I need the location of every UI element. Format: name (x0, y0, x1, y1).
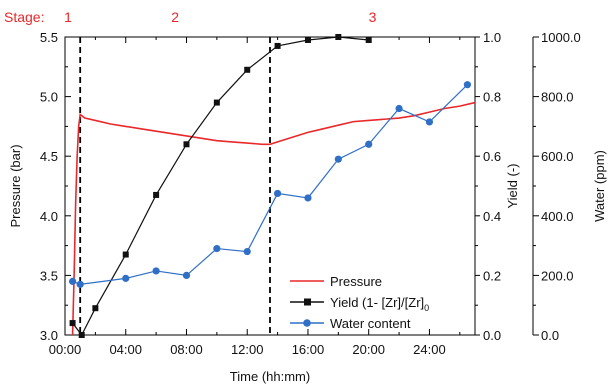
x-tick-label: 24:00 (413, 342, 446, 357)
data-point (76, 280, 84, 288)
x-tick-label: 00:00 (49, 342, 82, 357)
legend-label: Yield (1- [Zr]/[Zr]0 (330, 295, 429, 313)
y-left-tick-label: 5.5 (40, 30, 58, 45)
x-tick-label: 08:00 (170, 342, 203, 357)
y-left-tick-label: 4.5 (40, 149, 58, 164)
y-right1-tick-label: 0.6 (483, 149, 501, 164)
series-line (71, 101, 476, 336)
series-none (71, 101, 476, 336)
y-right2-tick-label: 600.0 (541, 149, 574, 164)
y-right2-tick-label: 800.0 (541, 90, 574, 105)
stage-label: Stage: (4, 9, 44, 25)
y-right1-tick-label: 0.4 (483, 209, 501, 224)
legend-label: Pressure (330, 274, 382, 289)
data-point (273, 189, 282, 198)
data-point (244, 66, 251, 73)
stage-number: 1 (64, 9, 72, 25)
data-point (152, 267, 160, 275)
data-point (335, 34, 342, 40)
y-right1-tick-label: 1.0 (483, 30, 501, 45)
data-point (78, 332, 85, 338)
data-point (68, 277, 77, 285)
legend-swatch-marker (304, 298, 311, 306)
data-point (304, 36, 311, 43)
legend: Pressure Yield (1- [Zr]/[Zr]0 Water conten… (290, 274, 429, 331)
y-right2-tick-label: 400.0 (541, 209, 574, 224)
y-right1-tick-label: 0.2 (483, 268, 501, 283)
data-point (304, 194, 312, 202)
y-right2-axis-title: Water (ppm) (592, 150, 607, 222)
data-point (365, 36, 372, 43)
data-point (425, 118, 434, 126)
y-left-tick-label: 4.0 (40, 209, 58, 224)
data-point (92, 305, 99, 312)
legend-label: Water content (330, 316, 411, 331)
y-right2-tick-label: 0.0 (541, 328, 559, 343)
x-tick-label: 12:00 (231, 342, 264, 357)
x-tick-label: 20:00 (352, 342, 385, 357)
data-point (395, 104, 403, 113)
data-point (243, 247, 251, 256)
y-left-tick-label: 5.0 (40, 90, 58, 105)
stage-dividers (79, 37, 271, 335)
series-group (68, 34, 476, 338)
y-right1-tick-label: 0.0 (483, 328, 501, 343)
y-right1-tick-label: 0.8 (483, 90, 501, 105)
y-left-tick-label: 3.5 (40, 268, 58, 283)
y-right2-tick-label: 1000.0 (541, 30, 581, 45)
data-point (213, 244, 221, 253)
stage-number: 3 (369, 9, 377, 25)
data-point (365, 140, 373, 148)
series-square (69, 34, 372, 338)
data-point (274, 42, 281, 49)
legend-label-subscript: 0 (424, 303, 429, 313)
x-tick-label: 04:00 (109, 342, 142, 357)
y-right1-axis-title: Yield (-) (505, 163, 520, 208)
series-line (72, 84, 468, 285)
stage-number: 2 (171, 9, 179, 25)
data-point (69, 320, 76, 327)
data-point (463, 81, 472, 89)
legend-swatch-marker (303, 319, 311, 327)
series-line (72, 36, 369, 337)
data-point (122, 274, 130, 282)
data-point (122, 251, 129, 258)
y-left-tick-label: 3.0 (40, 328, 58, 343)
data-point (182, 271, 191, 279)
y-left-axis-title: Pressure (bar) (8, 144, 23, 227)
tick-labels-group: 00:00 04:00 08:00 12:00 16:00 20:00 24:00 3.0 3.… (40, 30, 581, 357)
x-axis-title: Time (hh:mm) (230, 369, 310, 384)
data-point (334, 155, 342, 163)
stage-numbers: 1 2 3 (64, 9, 376, 25)
series-circle (68, 81, 472, 288)
y-right2-tick-label: 200.0 (541, 268, 574, 283)
data-point (183, 141, 190, 148)
data-point (213, 99, 220, 106)
data-point (153, 191, 160, 198)
x-tick-label: 16:00 (292, 342, 325, 357)
